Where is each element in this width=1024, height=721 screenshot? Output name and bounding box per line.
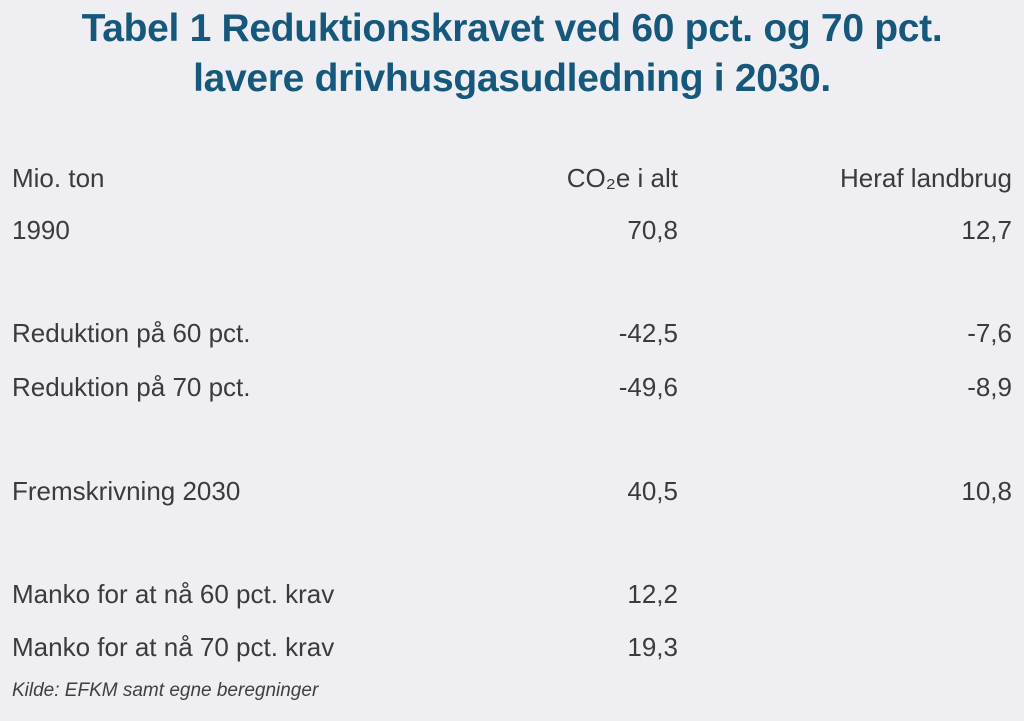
- row-agriculture: -8,9: [967, 372, 1012, 402]
- table-row: Manko for at nå 70 pct. krav 19,3: [0, 633, 1024, 661]
- source-note: Kilde: EFKM samt egne beregninger: [12, 680, 319, 701]
- table-row: 1990 70,8 12,7: [0, 216, 1024, 244]
- figure-title-line-2: lavere drivhusgasudledning i 2030.: [193, 57, 831, 100]
- row-agriculture: 12,7: [961, 215, 1012, 245]
- table-row: Manko for at nå 60 pct. krav 12,2: [0, 580, 1024, 608]
- table-row: Reduktion på 60 pct. -42,5 -7,6: [0, 319, 1024, 347]
- row-co2-total: 12,2: [627, 579, 678, 609]
- row-agriculture: -7,6: [967, 318, 1012, 348]
- row-label: Fremskrivning 2030: [12, 476, 241, 506]
- column-header-unit: Mio. ton: [12, 163, 105, 193]
- column-header-agriculture: Heraf landbrug: [840, 163, 1012, 193]
- row-label: 1990: [12, 215, 70, 245]
- row-co2-total: -49,6: [618, 372, 678, 402]
- row-label: Manko for at nå 70 pct. krav: [12, 632, 335, 662]
- table-row: Reduktion på 70 pct. -49,6 -8,9: [0, 373, 1024, 401]
- row-label: Reduktion på 70 pct.: [12, 372, 251, 402]
- table-header-row: Mio. ton CO₂e i alt Heraf landbrug: [0, 164, 1024, 192]
- row-co2-total: -42,5: [618, 318, 678, 348]
- column-header-co2-total: CO₂e i alt: [566, 163, 678, 193]
- figure-title-line-1: Tabel 1 Reduktionskravet ved 60 pct. og …: [81, 7, 943, 50]
- row-agriculture: 10,8: [961, 476, 1012, 506]
- row-co2-total: 70,8: [627, 215, 678, 245]
- row-co2-total: 19,3: [627, 632, 678, 662]
- row-co2-total: 40,5: [627, 476, 678, 506]
- row-label: Manko for at nå 60 pct. krav: [12, 579, 335, 609]
- row-label: Reduktion på 60 pct.: [12, 318, 251, 348]
- table-row: Fremskrivning 2030 40,5 10,8: [0, 477, 1024, 505]
